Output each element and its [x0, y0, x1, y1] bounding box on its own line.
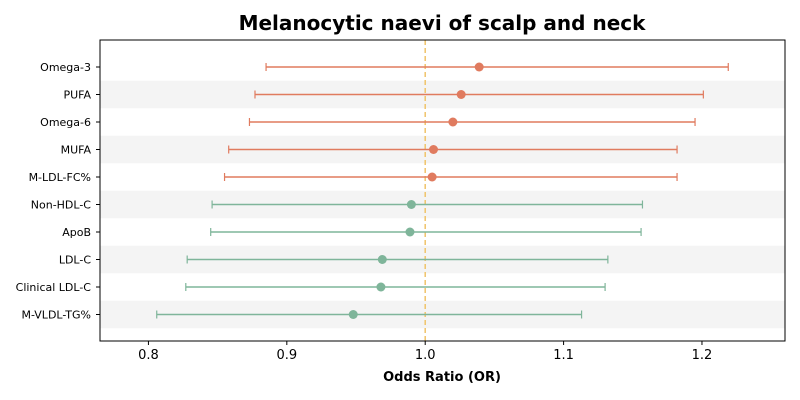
- point-estimate: [348, 310, 358, 319]
- x-tick-label: 0.9: [276, 348, 297, 363]
- y-tick-label: ApoB: [62, 226, 91, 239]
- row-apob: [210, 227, 642, 237]
- plot-rows: [156, 62, 729, 319]
- row-clinical-ldl-c: [185, 282, 606, 292]
- x-axis-label: Odds Ratio (OR): [383, 370, 501, 385]
- y-tick-label: M-VLDL-TG%: [21, 309, 91, 322]
- point-estimate: [448, 117, 458, 127]
- row-omega-6: [248, 117, 696, 127]
- row-m-vldl-tg-: [156, 310, 583, 319]
- point-estimate: [427, 172, 437, 182]
- y-tick-label: Non-HDL-C: [31, 199, 92, 212]
- y-tick-label: MUFA: [61, 144, 92, 157]
- y-tick-label: M-LDL-FC%: [29, 171, 91, 184]
- x-tick-label: 1.1: [553, 348, 574, 363]
- point-estimate: [456, 90, 466, 99]
- row-omega-3: [265, 62, 729, 72]
- x-axis: 0.8 0.9 1.0 1.1 1.2: [138, 341, 712, 363]
- plot-frame: [99, 39, 786, 342]
- y-tick-label: LDL-C: [59, 254, 92, 267]
- point-estimate: [474, 62, 484, 72]
- y-tick-label: Clinical LDL-C: [16, 281, 92, 294]
- point-estimate: [406, 200, 416, 209]
- y-tick-label: Omega-6: [40, 116, 91, 129]
- point-estimate: [376, 282, 386, 292]
- point-estimate: [377, 255, 387, 264]
- y-axis: Omega-3 PUFA Omega-6 MUFA M-LDL-FC% Non-HDL-C…: [16, 61, 100, 322]
- point-estimate: [429, 145, 439, 154]
- x-tick-label: 0.8: [138, 348, 159, 363]
- point-estimate: [405, 227, 415, 237]
- row-mufa: [228, 145, 678, 154]
- y-tick-label: PUFA: [63, 89, 91, 102]
- row-non-hdl-c: [211, 200, 644, 209]
- row-m-ldl-fc-: [223, 172, 678, 182]
- chart-title: Melanocytic naevi of scalp and neck: [239, 11, 647, 35]
- x-tick-label: 1.2: [692, 348, 713, 363]
- y-tick-label: Omega-3: [40, 61, 91, 74]
- row-ldl-c: [186, 255, 609, 264]
- x-tick-label: 1.0: [415, 348, 436, 363]
- row-pufa: [254, 90, 704, 99]
